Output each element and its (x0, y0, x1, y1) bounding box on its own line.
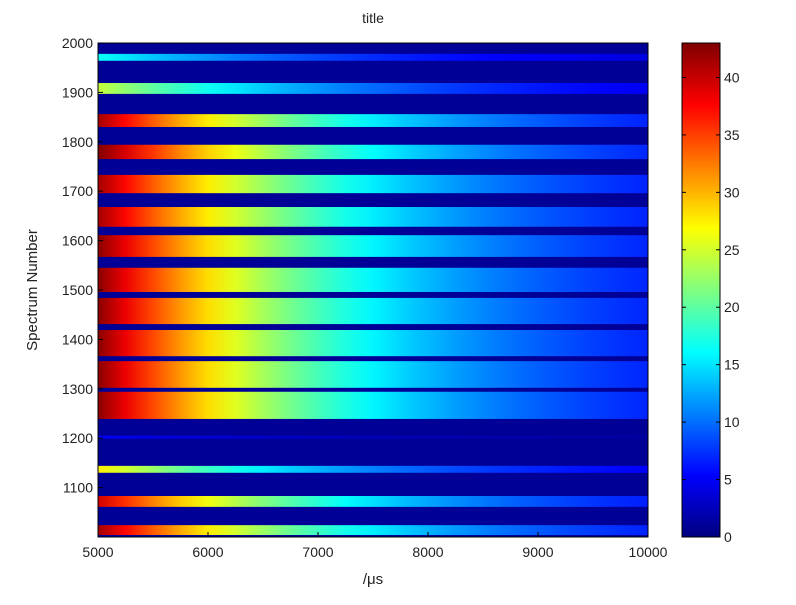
y-tick-label: 1300 (62, 381, 93, 397)
x-tick-label: 8000 (412, 544, 443, 560)
colorbar-tick-label: 25 (724, 242, 740, 258)
heatmap-band (98, 297, 648, 325)
colorbar-tick-label: 10 (724, 414, 740, 430)
colorbar-tick-label: 0 (724, 529, 732, 545)
heatmap-band (98, 267, 648, 292)
x-axis: 5000 6000 7000 8000 9000 10000 (82, 532, 668, 560)
y-tick-label: 1700 (62, 183, 93, 199)
heatmap-band (98, 361, 648, 388)
colorbar-tick-label: 5 (724, 472, 732, 488)
y-axis: 1100 1200 1300 1400 1500 1600 1700 1800 1900 2000 (62, 35, 103, 496)
x-axis-label: /μs (363, 571, 383, 588)
heatmap-band (98, 525, 648, 536)
y-tick-label: 1800 (62, 134, 93, 150)
y-tick-label: 1600 (62, 233, 93, 249)
x-tick-label: 5000 (82, 544, 113, 560)
colorbar-tick-label: 35 (724, 127, 740, 143)
colorbar-tick-label: 15 (724, 357, 740, 373)
y-tick-label: 1500 (62, 282, 93, 298)
heatmap-band (98, 114, 648, 127)
heatmap-band (98, 207, 648, 227)
heatmap-band (98, 330, 648, 357)
heatmap-band (98, 435, 648, 439)
colorbar-tick-label: 30 (724, 184, 740, 200)
x-tick-label: 6000 (192, 544, 223, 560)
heatmap-band (98, 144, 648, 160)
y-tick-label: 2000 (62, 35, 93, 51)
heatmap-band (98, 53, 648, 61)
y-tick-label: 1200 (62, 430, 93, 446)
y-tick-label: 1400 (62, 331, 93, 347)
plot-area (97, 42, 649, 538)
heatmap-band (98, 83, 648, 94)
heatmap-band (98, 174, 648, 194)
chart-title: title (362, 10, 384, 26)
heatmap-band (98, 495, 648, 507)
x-tick-label: 10000 (629, 544, 668, 560)
heatmap-band (98, 465, 648, 473)
colorbar-tick-label: 40 (724, 69, 740, 85)
heatmap-band (98, 391, 648, 419)
x-tick-label: 9000 (522, 544, 553, 560)
colorbar: 0 5 10 15 20 25 30 35 40 (681, 42, 740, 545)
y-tick-label: 1100 (63, 480, 93, 496)
y-tick-label: 1900 (62, 84, 93, 100)
colorbar-tick-label: 20 (724, 299, 740, 315)
y-axis-label: Spectrum Number (24, 229, 41, 351)
heatmap-band (98, 235, 648, 257)
colorbar-gradient (681, 42, 721, 538)
x-tick-label: 7000 (302, 544, 333, 560)
